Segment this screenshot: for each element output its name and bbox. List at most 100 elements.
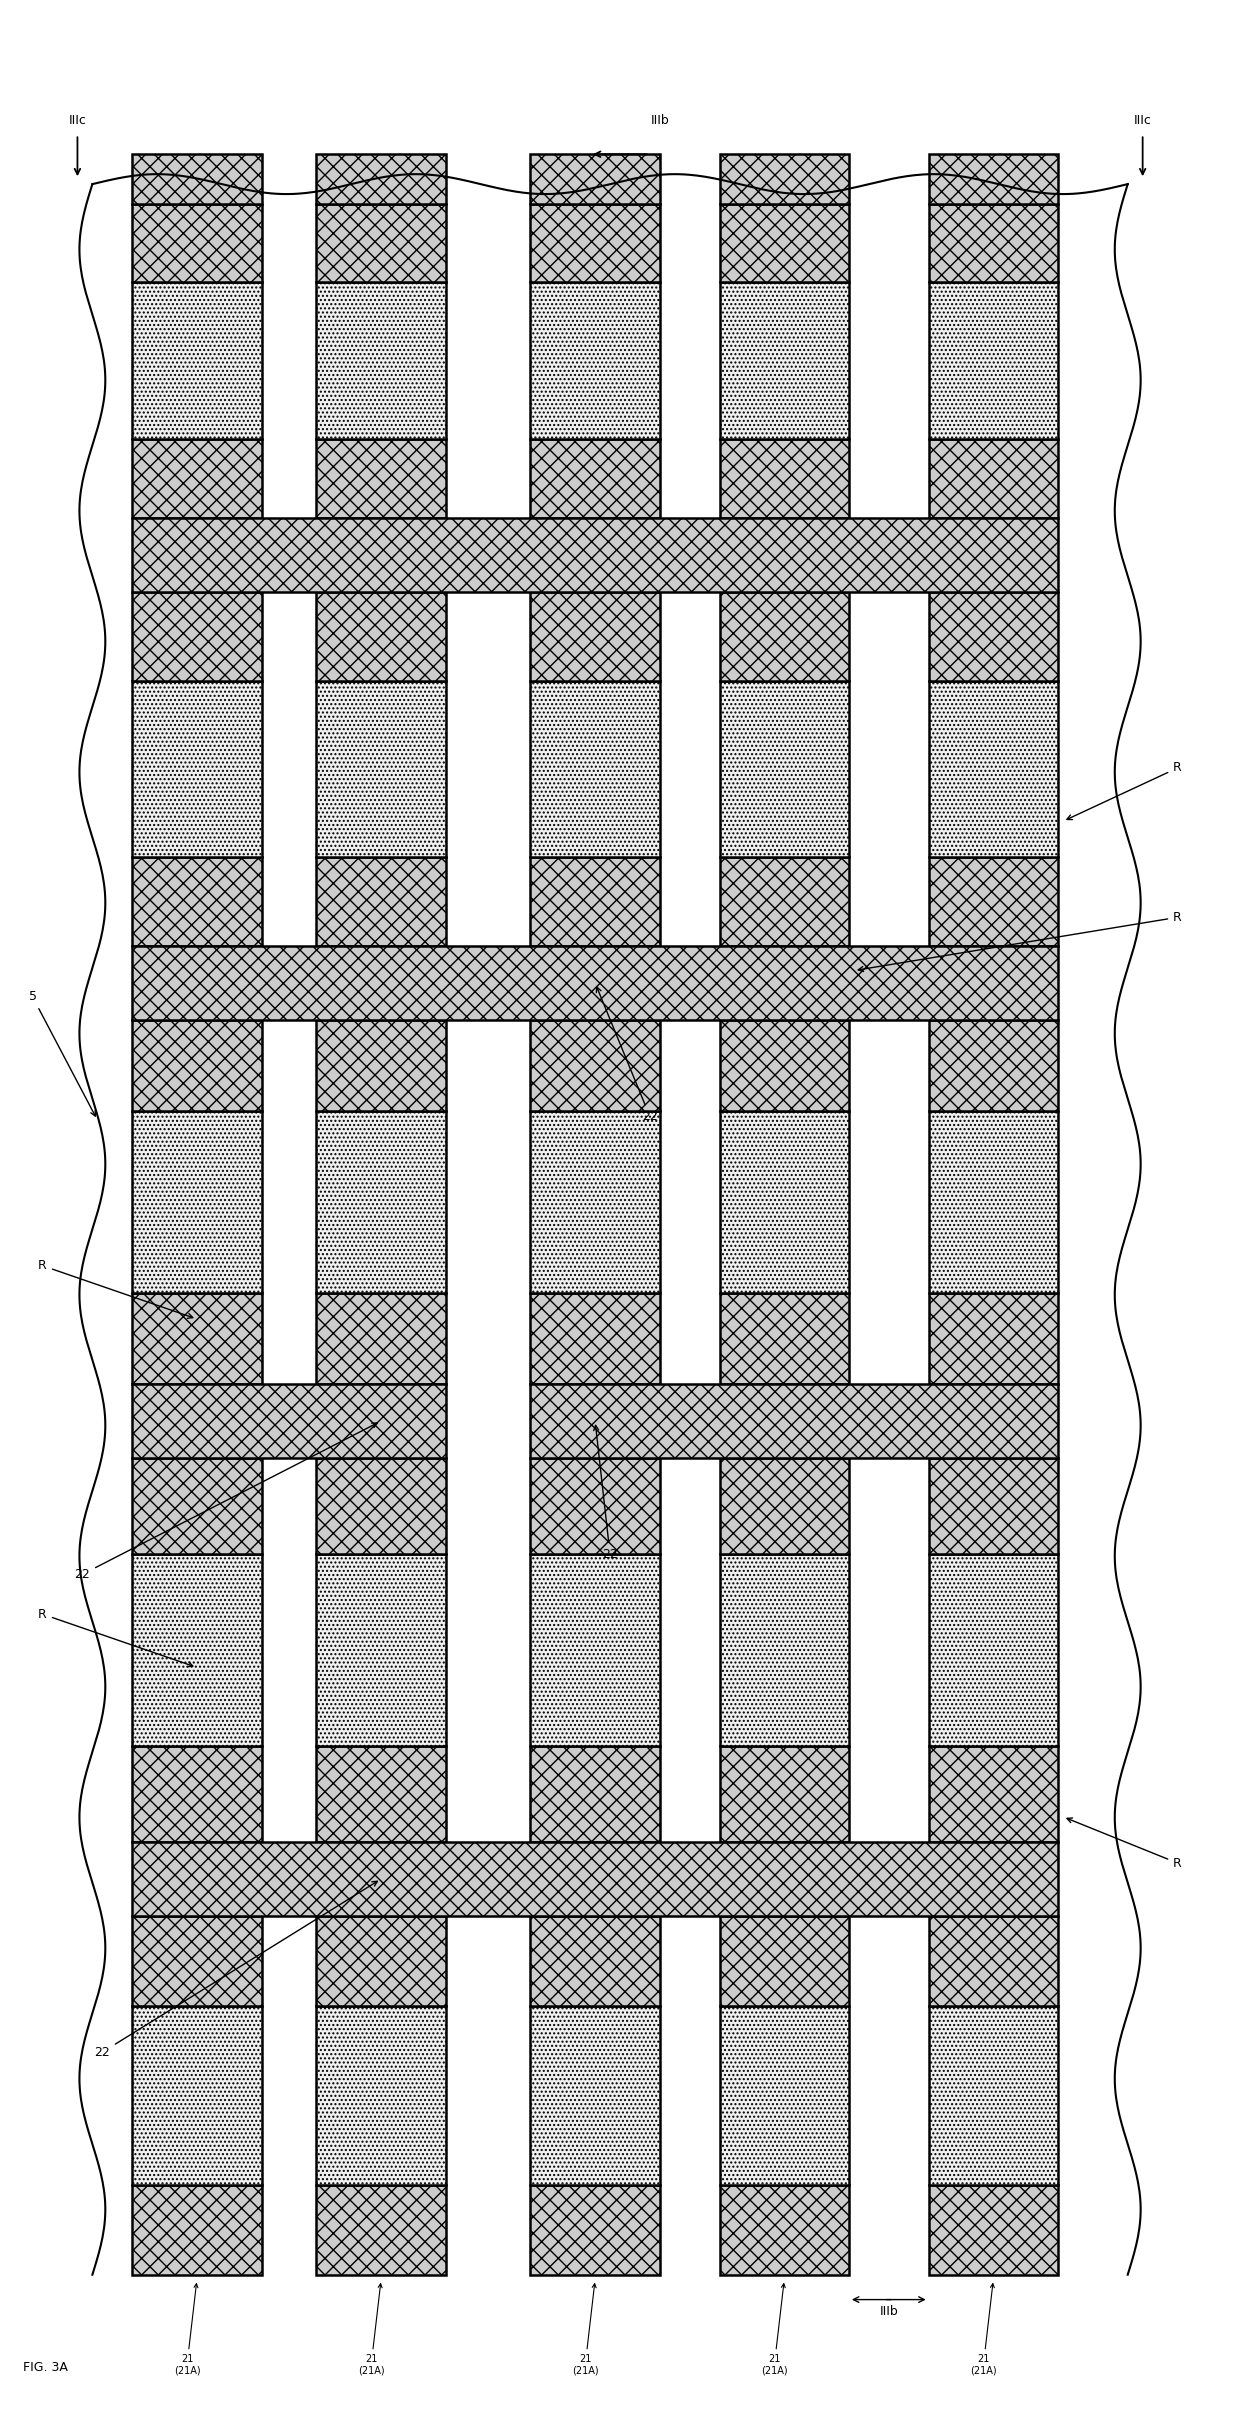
- Bar: [531, 1459, 660, 1553]
- Bar: [316, 440, 446, 518]
- Bar: [719, 2184, 849, 2274]
- Text: IIIb: IIIb: [879, 2305, 898, 2317]
- Bar: [133, 440, 262, 518]
- Bar: [133, 1110, 262, 1292]
- Bar: [316, 283, 446, 440]
- Bar: [133, 1459, 262, 1553]
- Bar: [133, 1021, 262, 1110]
- Text: R: R: [38, 1609, 192, 1667]
- Bar: [929, 856, 1058, 946]
- Bar: [133, 203, 262, 283]
- Bar: [531, 155, 660, 203]
- Bar: [316, 1747, 446, 1841]
- Bar: [929, 283, 1058, 440]
- Bar: [929, 680, 1058, 856]
- Bar: [316, 680, 446, 856]
- Bar: [316, 2184, 446, 2274]
- Text: IIIc: IIIc: [1133, 114, 1152, 128]
- Text: 22: 22: [594, 1425, 618, 1560]
- Bar: [316, 856, 446, 946]
- Text: 5: 5: [29, 989, 95, 1115]
- Bar: [719, 1021, 849, 1110]
- Bar: [719, 203, 849, 283]
- Bar: [929, 1021, 1058, 1110]
- Bar: [531, 440, 660, 518]
- Text: IIIc: IIIc: [68, 114, 87, 128]
- Bar: [929, 1459, 1058, 1553]
- Bar: [929, 440, 1058, 518]
- Bar: [531, 1021, 660, 1110]
- Bar: [133, 1916, 262, 2005]
- Bar: [133, 856, 262, 946]
- Bar: [929, 203, 1058, 283]
- Bar: [133, 1553, 262, 1747]
- Bar: [929, 1747, 1058, 1841]
- Text: R: R: [38, 1260, 192, 1318]
- Bar: [531, 1292, 660, 1384]
- Bar: [929, 155, 1058, 203]
- Text: 21
(21A): 21 (21A): [761, 2284, 787, 2375]
- Bar: [133, 2184, 262, 2274]
- Bar: [316, 593, 446, 680]
- Bar: [719, 1916, 849, 2005]
- Text: FIG. 3A: FIG. 3A: [22, 2361, 67, 2375]
- Bar: [719, 2005, 849, 2184]
- Bar: [133, 1747, 262, 1841]
- Bar: [719, 1459, 849, 1553]
- Bar: [531, 2184, 660, 2274]
- Bar: [719, 1110, 849, 1292]
- Bar: [133, 680, 262, 856]
- Text: 21
(21A): 21 (21A): [572, 2284, 599, 2375]
- Text: R: R: [1066, 762, 1182, 820]
- Bar: [719, 593, 849, 680]
- Bar: [531, 283, 660, 440]
- Bar: [316, 1021, 446, 1110]
- Bar: [133, 593, 262, 680]
- Bar: [719, 440, 849, 518]
- Bar: [929, 2005, 1058, 2184]
- Bar: [531, 856, 660, 946]
- Bar: [133, 946, 1058, 1021]
- Bar: [316, 155, 446, 203]
- Text: R: R: [1066, 1819, 1182, 1870]
- Bar: [133, 1292, 262, 1384]
- Bar: [531, 1110, 660, 1292]
- Bar: [719, 1747, 849, 1841]
- Text: 21
(21A): 21 (21A): [970, 2284, 997, 2375]
- Bar: [929, 2184, 1058, 2274]
- Bar: [531, 680, 660, 856]
- Bar: [719, 856, 849, 946]
- Bar: [531, 1916, 660, 2005]
- Bar: [929, 1916, 1058, 2005]
- Bar: [929, 1553, 1058, 1747]
- Bar: [316, 203, 446, 283]
- Bar: [531, 1384, 1058, 1459]
- Text: 22: 22: [94, 1882, 377, 2059]
- Bar: [719, 1553, 849, 1747]
- Bar: [133, 1384, 446, 1459]
- Bar: [719, 680, 849, 856]
- Bar: [316, 1916, 446, 2005]
- Bar: [929, 1292, 1058, 1384]
- Bar: [316, 1553, 446, 1747]
- Bar: [316, 1292, 446, 1384]
- Bar: [316, 2005, 446, 2184]
- Bar: [133, 155, 262, 203]
- Text: 21
(21A): 21 (21A): [174, 2284, 201, 2375]
- Bar: [531, 593, 660, 680]
- Bar: [531, 203, 660, 283]
- Bar: [719, 155, 849, 203]
- Bar: [531, 2005, 660, 2184]
- Text: 22: 22: [74, 1422, 377, 1582]
- Bar: [133, 2005, 262, 2184]
- Bar: [531, 1553, 660, 1747]
- Bar: [719, 283, 849, 440]
- Bar: [719, 1292, 849, 1384]
- Bar: [929, 1110, 1058, 1292]
- Bar: [316, 1459, 446, 1553]
- Text: 22: 22: [596, 987, 657, 1122]
- Text: 21
(21A): 21 (21A): [358, 2284, 384, 2375]
- Bar: [929, 593, 1058, 680]
- Text: R: R: [858, 912, 1182, 972]
- Bar: [316, 1110, 446, 1292]
